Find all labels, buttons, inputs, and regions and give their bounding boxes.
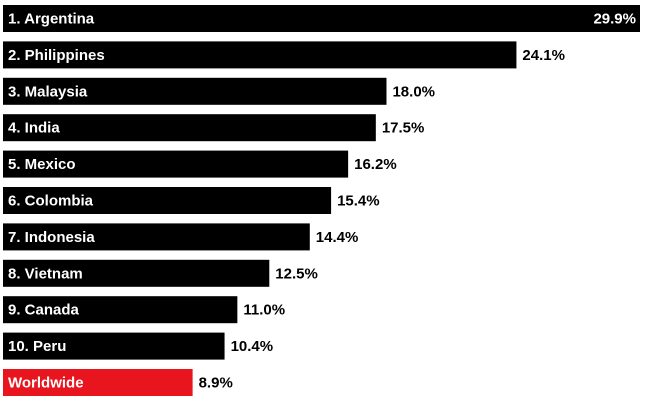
value-label: 11.0% (243, 302, 285, 319)
bar-label: 6. Colombia (8, 192, 94, 209)
bar-label: 10. Peru (8, 338, 66, 355)
bar-label: 8. Vietnam (8, 265, 83, 282)
bar (3, 369, 193, 396)
bar (3, 187, 332, 214)
value-label: 10.4% (231, 338, 274, 355)
value-label: 14.4% (316, 229, 359, 246)
value-label: 17.5% (382, 120, 425, 137)
bar-label: 9. Canada (8, 302, 80, 319)
bar (3, 150, 349, 178)
bar (3, 77, 387, 105)
bar-label: 7. Indonesia (8, 229, 95, 246)
bar-label: 3. Malaysia (8, 83, 88, 100)
bar (3, 41, 517, 69)
value-label: 18.0% (392, 83, 435, 100)
bar (3, 5, 640, 32)
value-label: 8.9% (199, 374, 233, 391)
value-label: 29.9% (593, 10, 636, 27)
bar (3, 332, 225, 360)
value-label: 16.2% (354, 156, 397, 173)
bar-label: 1. Argentina (8, 10, 95, 27)
value-label: 15.4% (337, 192, 380, 209)
bar-label: 4. India (8, 120, 60, 137)
bar (3, 259, 270, 287)
value-label: 12.5% (275, 265, 318, 282)
bar-label: 5. Mexico (8, 156, 76, 173)
bar (3, 114, 376, 142)
bar (3, 296, 238, 324)
bar-label: 2. Philippines (8, 47, 105, 64)
value-label: 24.1% (522, 47, 565, 64)
bar-label: Worldwide (8, 374, 84, 391)
bar (3, 223, 310, 251)
